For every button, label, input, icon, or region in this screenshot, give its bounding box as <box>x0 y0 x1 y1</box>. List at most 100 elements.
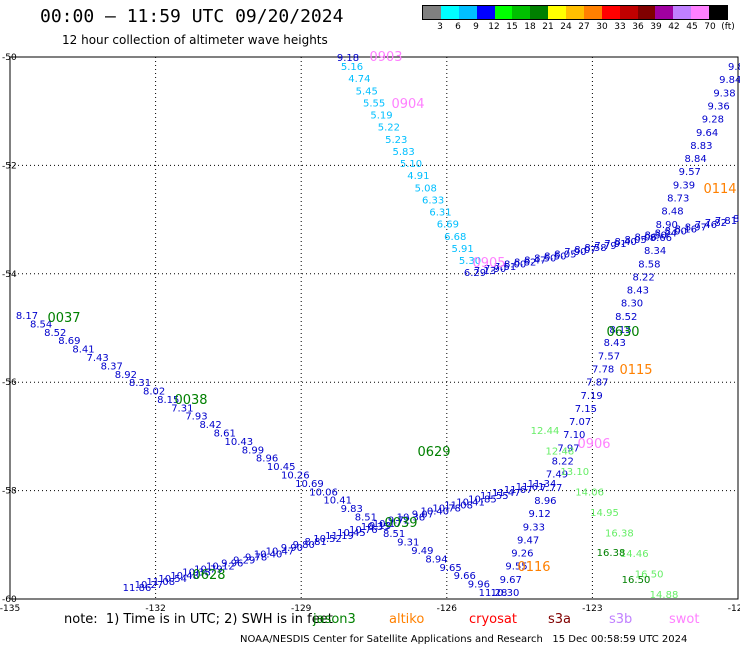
wave-height-value: 6.31 <box>429 208 451 219</box>
wave-height-value: 7.07 <box>569 417 591 428</box>
wave-height-value: 7.93 <box>185 412 207 423</box>
wave-height-value: 8.51 <box>383 529 405 540</box>
wave-height-value: 16.50 <box>622 575 651 586</box>
credit-line: NOAA/NESDIS Center for Satellite Applica… <box>240 634 688 645</box>
wave-height-value: 12.48 <box>546 447 575 458</box>
wave-height-value: 9.83 <box>341 504 363 515</box>
wave-height-value: 8.84 <box>684 154 706 165</box>
colorbar-swatch <box>637 6 656 19</box>
wave-height-value: 8.92 <box>115 370 137 381</box>
wave-height-value: 8.05 <box>554 249 576 260</box>
wave-height-value: 8.52 <box>615 312 637 323</box>
wave-height-value: 8.31 <box>129 378 151 389</box>
wave-height-value: 16.50 <box>635 570 664 581</box>
legend-cryosat: cryosat <box>469 612 517 627</box>
wave-height-value: 5.30 <box>459 256 481 267</box>
wave-height-value: 10.38 <box>182 568 211 579</box>
wave-height-value: 8.50 <box>534 253 556 264</box>
wave-height-value: 8.05 <box>624 235 646 246</box>
wave-height-value: 8.30 <box>621 299 643 310</box>
track-time-label: 0038 <box>174 393 207 408</box>
wave-height-value: 10.17 <box>373 519 402 530</box>
track-time-label: 0115 <box>619 363 652 378</box>
wave-height-value: 8.66 <box>650 233 672 244</box>
wave-height-value: 10.06 <box>309 487 338 498</box>
wave-height-value: 8.73 <box>667 194 689 205</box>
wave-height-value: 8.48 <box>661 207 683 218</box>
wave-height-value: 5.83 <box>392 147 414 158</box>
wave-height-value: 11.08 <box>147 577 176 588</box>
wave-height-value: 10.30 <box>491 588 520 599</box>
wave-height-value: 8.50 <box>544 251 566 262</box>
wave-height-value: 8.47 <box>524 256 546 267</box>
wave-height-value: 5.16 <box>341 62 363 73</box>
wave-height-value: 8.61 <box>214 429 236 440</box>
wave-height-value: 9.84 <box>719 75 740 86</box>
legend-s3b: s3b <box>609 612 633 627</box>
latitude-tick-label: -50 <box>2 53 17 63</box>
colorbar-swatch <box>566 6 584 19</box>
wave-height-value: 11.61 <box>516 482 545 493</box>
wave-height-value: 7.82 <box>705 218 727 229</box>
wave-height-value: 14.88 <box>650 590 679 601</box>
longitude-tick-label: -120 <box>728 604 740 614</box>
colorbar-tick-label: 70 <box>704 22 716 32</box>
wave-height-value: 14.06 <box>575 488 604 499</box>
track-time-label: 0903 <box>369 50 402 65</box>
colorbar-swatch <box>530 6 549 19</box>
wave-height-value: 9.96 <box>468 580 490 591</box>
colorbar-swatch <box>458 6 477 19</box>
wave-height-value: 6.29 <box>464 268 486 279</box>
wave-height-value: 7.15 <box>575 404 597 415</box>
legend-s3a: s3a <box>548 612 572 627</box>
wave-height-value: 10.40 <box>254 549 283 560</box>
wave-height-value: 10.45 <box>337 528 366 539</box>
wave-height-value: 10.85 <box>468 494 497 505</box>
wave-height-value: 7.10 <box>563 430 585 441</box>
wave-height-value: 10.78 <box>432 503 461 514</box>
page-subtitle: 12 hour collection of altimeter wave hei… <box>62 33 328 47</box>
track-time-label: 0905 <box>472 256 505 271</box>
wave-height-value: 7.51 <box>494 262 516 273</box>
track-time-label: 0116 <box>517 560 550 575</box>
wave-height-value: 10.45 <box>267 462 296 473</box>
wave-height-value: 8.81 <box>305 537 327 548</box>
wave-height-value: 8.83 <box>690 141 712 152</box>
wave-height-value: 7.43 <box>86 353 108 364</box>
wave-height-value: 9.26 <box>511 549 533 560</box>
wave-height-value: 9.90 <box>281 543 303 554</box>
track-time-label: 0114 <box>703 182 736 197</box>
wave-height-value: 10.47 <box>266 546 295 557</box>
longitude-tick-label: -126 <box>437 604 458 614</box>
wave-height-value: 9.28 <box>702 115 724 126</box>
wave-height-value: 7.78 <box>592 364 614 375</box>
wave-height-value: 8.97 <box>685 222 707 233</box>
wave-height-value: 9.36 <box>708 101 730 112</box>
colorbar-swatch <box>673 6 692 19</box>
legend-jason3: jason3 <box>313 612 356 627</box>
colorbar-tick-label: 9 <box>473 22 479 32</box>
wave-height-value: 7.49 <box>546 470 568 481</box>
wave-height-value: 8.69 <box>58 336 80 347</box>
wave-height-value: 8.22 <box>552 457 574 468</box>
colorbar-tick-label: 24 <box>560 22 572 32</box>
wave-height-value: 5.91 <box>451 244 473 255</box>
wave-height-value: 10.41 <box>323 496 352 507</box>
wave-height-value: 7.13 <box>474 266 496 277</box>
wave-height-value: 8.82 <box>514 258 536 269</box>
wave-height-value: 9.13 <box>369 521 391 532</box>
longitude-tick-label: -132 <box>145 604 165 614</box>
latitude-tick-label: -54 <box>2 270 17 280</box>
longitude-tick-label: -123 <box>582 604 602 614</box>
wave-height-value: 9.96 <box>221 559 243 570</box>
wave-height-value: 9.55 <box>505 562 527 573</box>
colorbar-tick-label: 6 <box>455 22 461 32</box>
wave-height-value: 7.31 <box>171 403 193 414</box>
wave-height-value: 11.47 <box>492 488 521 499</box>
wave-height-value: 10.43 <box>224 437 253 448</box>
wave-height-value: 10.12 <box>206 562 235 573</box>
wave-height-value: 8.58 <box>584 243 606 254</box>
colorbar-tick-label: 33 <box>614 22 626 32</box>
wave-height-value: 5.22 <box>378 123 400 134</box>
track-time-label: 0630 <box>606 325 639 340</box>
